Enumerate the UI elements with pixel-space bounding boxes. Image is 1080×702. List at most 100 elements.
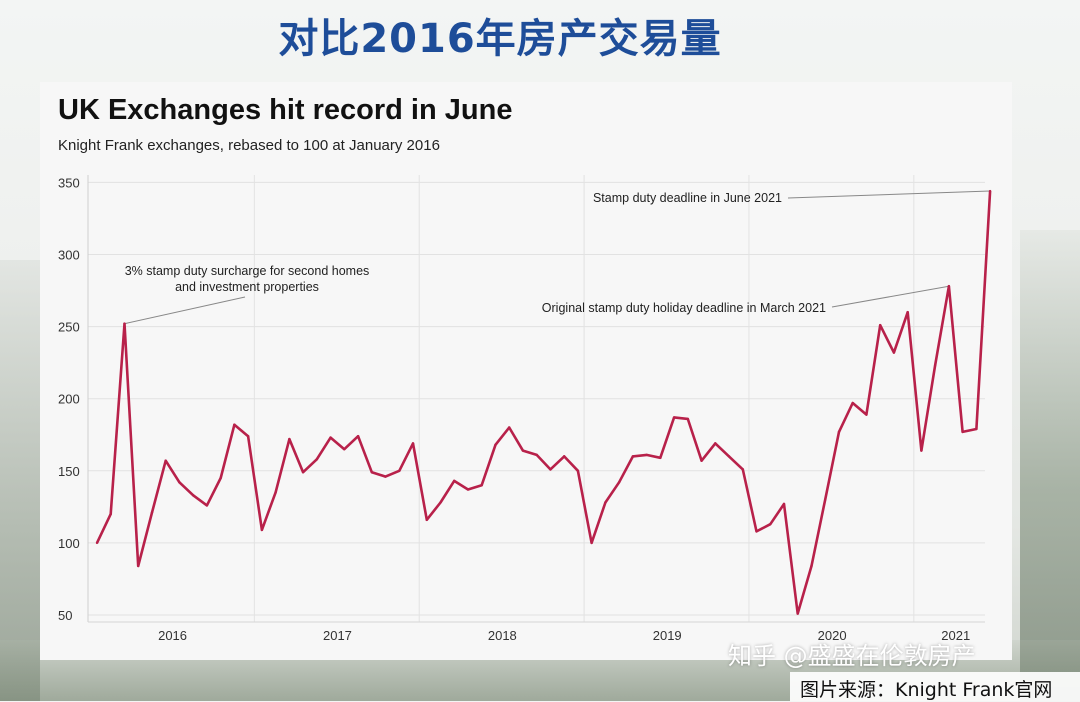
data-point	[782, 502, 786, 506]
annotation-leader	[124, 296, 246, 325]
chart-subtitle: Knight Frank exchanges, rebased to 100 a…	[58, 137, 440, 154]
chart-card	[40, 82, 1012, 660]
annotation-layer: Stamp duty deadline in June 2021 3% stamp…	[124, 190, 991, 325]
data-point	[920, 449, 923, 452]
data-point	[659, 456, 662, 460]
x-tick-label: 2019	[653, 628, 682, 643]
chart-title: UK Exchanges hit record in June	[58, 94, 513, 126]
data-point	[837, 430, 841, 434]
data-point	[645, 453, 648, 457]
data-point	[343, 447, 346, 451]
data-point	[562, 455, 566, 458]
data-point	[617, 481, 621, 484]
data-point	[700, 459, 703, 462]
data-point	[191, 494, 195, 497]
data-point	[178, 481, 181, 484]
data-point	[727, 455, 731, 458]
data-point	[796, 612, 799, 615]
data-point	[521, 449, 525, 452]
data-point	[164, 459, 167, 462]
data-point	[439, 501, 442, 504]
data-point	[411, 442, 415, 445]
data-point	[466, 488, 470, 491]
data-point	[453, 479, 456, 483]
data-point	[535, 453, 538, 457]
x-tick-label: 2020	[818, 628, 847, 643]
data-point	[109, 512, 112, 516]
data-point	[878, 323, 882, 327]
y-tick-label: 50	[58, 608, 72, 623]
x-tick-label: 2017	[323, 628, 352, 643]
y-tick-label: 250	[58, 320, 80, 335]
data-point	[219, 476, 222, 480]
data-point	[576, 469, 580, 472]
axis-layer: 50 100 150 200 250 300 350 2016 2017 2018 2019 2020…	[58, 175, 985, 643]
source-bar	[790, 672, 1080, 701]
data-point	[590, 541, 593, 545]
data-point	[906, 310, 909, 314]
data-point	[988, 189, 992, 193]
data-point	[494, 443, 497, 447]
x-tick-label: 2018	[488, 628, 517, 643]
y-tick-label: 200	[58, 392, 80, 407]
data-point	[233, 423, 236, 426]
data-point	[480, 484, 483, 487]
annotation-leader	[787, 190, 991, 199]
background-foliage-right	[1020, 230, 1080, 701]
data-point	[301, 471, 305, 474]
data-point	[975, 427, 978, 431]
data-point	[933, 364, 937, 367]
data-point	[851, 401, 854, 405]
data-point	[672, 416, 676, 419]
data-point	[961, 430, 964, 434]
y-tick-label: 150	[58, 464, 80, 479]
data-point	[370, 471, 373, 474]
watermark: 知乎 @盛盛在伦敦房产	[728, 642, 976, 670]
y-tick-label: 300	[58, 248, 80, 263]
annotation-label: Original stamp duty holiday deadline in …	[542, 301, 826, 315]
y-tick-label: 100	[58, 536, 80, 551]
data-point	[246, 434, 250, 438]
x-tick-label: 2016	[158, 628, 187, 643]
source-caption: 图片来源：Knight Frank官网	[800, 679, 1053, 701]
data-point	[741, 468, 744, 471]
data-point	[769, 522, 772, 526]
data-point	[714, 442, 717, 445]
annotation-label: Stamp duty deadline in June 2021	[593, 191, 782, 205]
data-point	[288, 437, 291, 441]
y-tick-label: 350	[58, 175, 80, 190]
data-point	[865, 413, 868, 416]
data-point	[810, 564, 813, 568]
data-point	[398, 469, 401, 472]
data-point	[95, 541, 99, 545]
data-point	[315, 458, 319, 461]
background-foliage-left	[0, 260, 40, 701]
x-tick-label: 2021	[941, 628, 970, 643]
data-point	[274, 491, 277, 494]
data-point	[123, 322, 126, 325]
annotation-label: 3% stamp duty surcharge for second homes	[125, 264, 370, 278]
data-point	[947, 285, 951, 288]
series-line	[95, 191, 992, 615]
data-point	[549, 468, 552, 471]
data-point	[824, 498, 827, 501]
data-point	[205, 504, 209, 507]
data-point	[631, 455, 635, 458]
grid-layer	[88, 175, 985, 622]
data-point	[755, 530, 758, 533]
data-point	[137, 564, 140, 568]
annotation-leader	[831, 285, 949, 308]
data-point	[686, 417, 690, 421]
data-point	[329, 436, 332, 439]
slide-title: 对比2016年房产交易量	[278, 16, 722, 62]
data-point	[260, 528, 264, 532]
data-point	[425, 518, 428, 522]
data-point	[356, 434, 360, 438]
data-point	[604, 501, 607, 504]
annotation-label: and investment properties	[175, 280, 319, 294]
data-point	[508, 426, 511, 429]
data-point	[384, 475, 387, 478]
data-point	[150, 511, 154, 514]
series-layer	[95, 189, 992, 615]
